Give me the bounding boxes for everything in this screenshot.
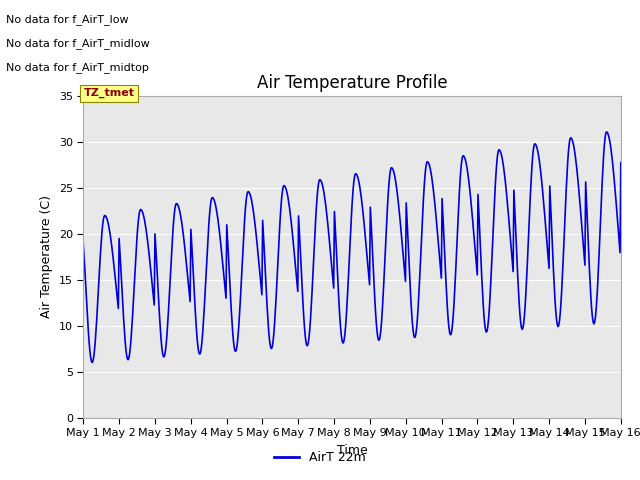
Text: No data for f_AirT_midtop: No data for f_AirT_midtop [6,62,149,73]
Title: Air Temperature Profile: Air Temperature Profile [257,73,447,92]
Text: TZ_tmet: TZ_tmet [84,88,134,98]
Text: No data for f_AirT_midlow: No data for f_AirT_midlow [6,38,150,49]
Text: No data for f_AirT_low: No data for f_AirT_low [6,14,129,25]
Y-axis label: Air Temperature (C): Air Temperature (C) [40,195,53,318]
Legend: AirT 22m: AirT 22m [269,446,371,469]
X-axis label: Time: Time [337,444,367,456]
